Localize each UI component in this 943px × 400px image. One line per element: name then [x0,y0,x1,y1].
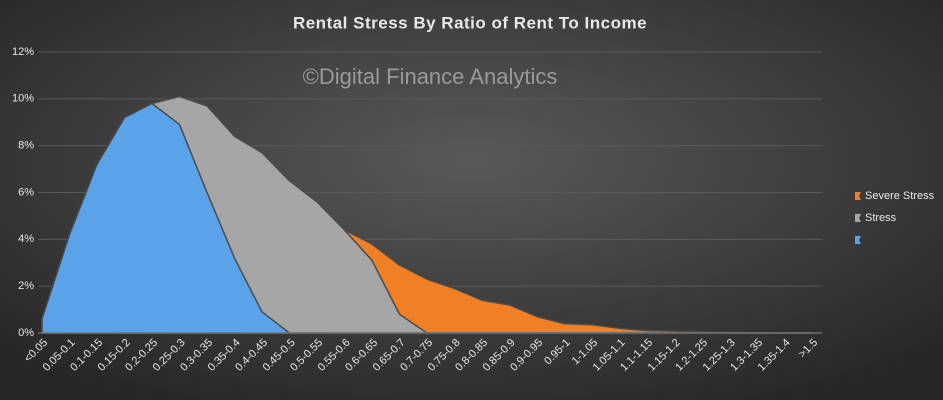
legend-label: Stress [865,212,897,224]
y-tick-label: 0% [18,327,34,339]
legend-marker [855,236,861,244]
chart-title: Rental Stress By Ratio of Rent To Income [293,13,647,32]
legend-label: Severe Stress [865,190,935,202]
y-tick-label: 12% [12,46,34,58]
y-tick-label: 6% [18,186,34,198]
legend-marker [855,192,861,200]
y-tick-label: 8% [18,140,34,152]
y-tick-label: 2% [18,280,34,292]
watermark: ©Digital Finance Analytics [303,64,558,89]
legend-marker [855,214,861,222]
y-tick-label: 4% [18,233,34,245]
y-tick-label: 10% [12,93,34,105]
